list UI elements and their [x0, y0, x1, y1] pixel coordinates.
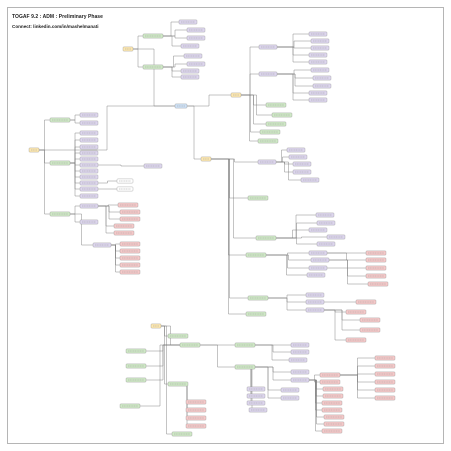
connector-line [309, 379, 320, 383]
connector-line [268, 294, 306, 299]
connector-line [163, 21, 179, 37]
connector-line [241, 94, 260, 133]
connector-line [277, 46, 309, 63]
connector-line [70, 119, 80, 124]
connector-line [327, 252, 366, 261]
connector-line [98, 205, 120, 220]
connector-line [163, 55, 184, 68]
topic-node-b1 [230, 92, 242, 98]
connector-line [39, 119, 50, 151]
connector-line [276, 237, 317, 245]
connector-line [70, 158, 80, 164]
connector-line [140, 344, 180, 407]
topic-node-e1 [150, 323, 162, 329]
connector-line [161, 325, 172, 435]
connector-line [133, 48, 175, 107]
connector-line [211, 158, 248, 299]
connect-link[interactable]: Connect: linkedin.com/in/mashelmanati [12, 24, 99, 29]
connector-line [163, 63, 187, 68]
connector-line [255, 366, 291, 381]
connector-line [70, 162, 80, 197]
connector-line [340, 365, 375, 376]
connector-line [98, 180, 117, 184]
connector-line [277, 69, 311, 75]
connector-line [70, 213, 80, 223]
connector-line [266, 254, 307, 276]
connector-line [98, 205, 114, 234]
connector-line [266, 252, 309, 256]
connector-line [327, 267, 368, 285]
connector-line [163, 66, 181, 78]
page-title: TOGAF 9.2 : ADM : Preliminary Phase [12, 14, 103, 20]
connector-line [187, 94, 231, 107]
connector-line [241, 94, 258, 142]
connector-line [70, 205, 80, 215]
connector-line [187, 105, 201, 160]
connector-line [255, 366, 281, 399]
connector-line [277, 33, 309, 48]
connector-line [276, 161, 293, 173]
connector-line [241, 94, 266, 125]
topic-node-a1 [122, 46, 134, 52]
topic-node-root [28, 147, 40, 153]
connector-line [276, 156, 289, 163]
connector-line [133, 35, 143, 50]
connector-line [276, 214, 316, 239]
connector-line [309, 379, 322, 432]
connector-line [163, 35, 187, 39]
connector-line [163, 29, 187, 37]
connector-line [211, 158, 246, 315]
connector-line [161, 325, 168, 385]
connector-line [146, 344, 180, 381]
connector-line [340, 374, 375, 399]
connector-line [277, 40, 311, 48]
connector-line [266, 254, 311, 261]
connector-line [276, 161, 301, 181]
diagram-page [7, 7, 444, 444]
connector-line [255, 344, 289, 361]
connector-line [39, 149, 50, 215]
connector-line [98, 164, 144, 167]
topic-nodes [28, 19, 396, 437]
connector-line [39, 105, 175, 151]
connector-line [255, 344, 291, 353]
connector-line [276, 149, 287, 163]
topic-node-c1 [200, 156, 212, 162]
connector-line [70, 114, 80, 121]
connector-line [266, 254, 309, 269]
connector-line [163, 35, 181, 47]
connector-line [111, 244, 120, 273]
connector-line [268, 297, 306, 311]
connector-line [324, 309, 346, 341]
connector-line [133, 48, 143, 68]
connector-line [309, 374, 320, 381]
connector-line [241, 73, 259, 96]
connector-line [277, 73, 313, 87]
connector-line [309, 379, 324, 425]
connector-line [200, 344, 235, 368]
connector-line [277, 73, 309, 101]
connector-line [70, 213, 93, 246]
connector-line [211, 158, 258, 163]
